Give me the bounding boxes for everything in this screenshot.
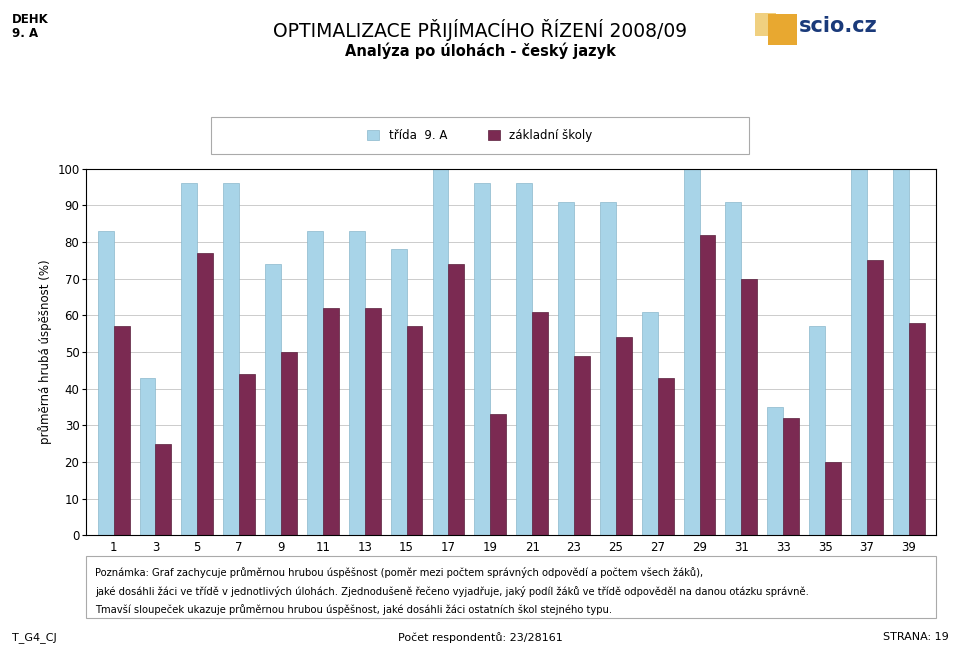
Text: 9. A: 9. A	[12, 27, 37, 40]
Bar	[532, 312, 548, 535]
Bar	[113, 326, 130, 535]
Bar	[700, 235, 715, 535]
Text: T_G4_CJ: T_G4_CJ	[12, 632, 57, 643]
Bar	[741, 279, 757, 535]
Bar	[615, 337, 632, 535]
Bar	[574, 356, 589, 535]
Bar	[516, 184, 532, 535]
Bar	[909, 323, 924, 535]
X-axis label: úlohy: úlohy	[492, 561, 530, 574]
FancyBboxPatch shape	[211, 117, 749, 154]
Bar	[181, 184, 198, 535]
Bar	[391, 249, 407, 535]
FancyBboxPatch shape	[86, 556, 936, 618]
Bar	[783, 418, 799, 535]
Bar	[265, 264, 281, 535]
Bar	[198, 253, 213, 535]
Bar	[809, 326, 825, 535]
Bar	[156, 444, 171, 535]
Bar	[852, 169, 867, 535]
Bar	[767, 407, 783, 535]
Bar	[323, 308, 339, 535]
Bar	[893, 169, 909, 535]
Text: STRANA: 19: STRANA: 19	[883, 632, 948, 642]
Bar	[474, 184, 491, 535]
Bar	[600, 202, 615, 535]
Legend: třída  9. A, základní školy: třída 9. A, základní školy	[363, 125, 597, 147]
Text: scio.cz: scio.cz	[799, 16, 877, 36]
Text: Tmavší sloupeček ukazuje průměrnou hrubou úspěšnost, jaké dosáhli žáci ostatních: Tmavší sloupeček ukazuje průměrnou hrubo…	[95, 604, 612, 615]
Bar	[642, 312, 658, 535]
Bar	[239, 374, 255, 535]
Bar	[558, 202, 574, 535]
Bar	[224, 184, 239, 535]
Text: DEHK: DEHK	[12, 13, 48, 26]
Bar	[726, 202, 741, 535]
Bar	[433, 169, 448, 535]
Bar	[491, 415, 506, 535]
Text: OPTIMALIZACE PŘIJÍMACÍHO ŘÍZENÍ 2008/09: OPTIMALIZACE PŘIJÍMACÍHO ŘÍZENÍ 2008/09	[273, 19, 687, 42]
Bar	[825, 462, 841, 535]
Bar	[281, 352, 297, 535]
Bar	[867, 260, 883, 535]
Bar	[684, 169, 700, 535]
Bar	[658, 378, 674, 535]
Y-axis label: průměrná hrubá úspěšnost (%): průměrná hrubá úspěšnost (%)	[37, 260, 52, 445]
Text: jaké dosáhli žáci ve třídě v jednotlivých úlohách. Zjednodušeně řečeno vyjadřuje: jaké dosáhli žáci ve třídě v jednotlivýc…	[95, 586, 808, 597]
Bar	[98, 231, 113, 535]
Bar	[407, 326, 422, 535]
Text: Analýza po úlohách - český jazyk: Analýza po úlohách - český jazyk	[345, 42, 615, 58]
Bar	[307, 231, 323, 535]
Bar	[365, 308, 380, 535]
Text: Počet respondentů: 23/28161: Počet respondentů: 23/28161	[397, 632, 563, 643]
Text: Poznámka: Graf zachycuje průměrnou hrubou úspěšnost (poměr mezi počtem správných: Poznámka: Graf zachycuje průměrnou hrubo…	[95, 567, 703, 578]
Bar	[348, 231, 365, 535]
Bar	[139, 378, 156, 535]
Bar	[448, 264, 465, 535]
